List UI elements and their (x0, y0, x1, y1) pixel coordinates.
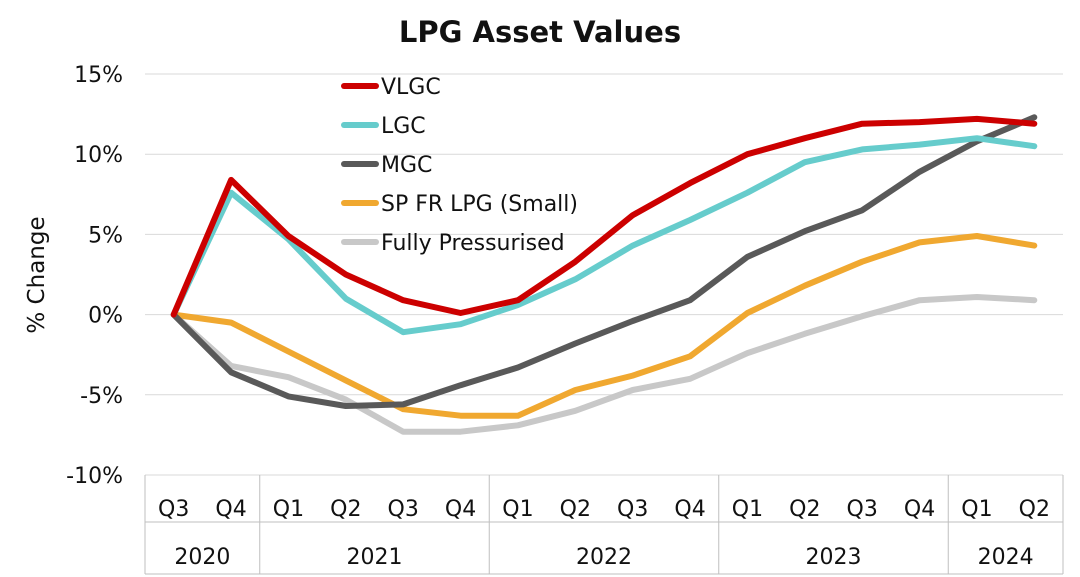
x-tick-label: Q3 (388, 497, 419, 522)
series-line-vlgc (170, 115, 1038, 318)
series-line-mgc (170, 114, 1038, 409)
x-tick-label: Q1 (273, 497, 304, 522)
x-group-label: 2023 (806, 545, 862, 570)
series-lines (170, 114, 1038, 435)
y-tick-label: 10% (74, 143, 123, 168)
x-tick-label: Q3 (847, 497, 878, 522)
legend-label-fully-pressurised: Fully Pressurised (381, 231, 565, 256)
y-tick-label: 5% (88, 223, 123, 248)
x-tick-label: Q4 (674, 497, 705, 522)
y-tick-label: 0% (88, 304, 123, 329)
legend-label-mgc: MGC (381, 153, 432, 178)
x-group-label: 2020 (174, 545, 230, 570)
chart-title: LPG Asset Values (399, 15, 681, 49)
x-tick-label: Q2 (1019, 497, 1050, 522)
x-tick-label: Q3 (617, 497, 648, 522)
series-line-sp-fr-lpg-small (170, 233, 1038, 419)
legend-label-lgc: LGC (381, 114, 426, 139)
x-group-label: 2022 (576, 545, 632, 570)
y-tick-label: -5% (80, 384, 123, 409)
x-tick-label: Q1 (502, 497, 533, 522)
x-tick-label: Q1 (732, 497, 763, 522)
x-tick-label: Q1 (961, 497, 992, 522)
legend-label-sp-fr-lpg-small: SP FR LPG (Small) (381, 192, 578, 217)
legend: VLGC LGC MGC SP FR LPG (Small) Fully Pressur… (341, 75, 578, 256)
x-tick-label: Q2 (330, 497, 361, 522)
x-tick-label: Q4 (445, 497, 476, 522)
y-axis-label: % Change (24, 216, 50, 333)
axes: -10% -5% 0% 5% 10% 15% Q3 Q4 Q1 Q2 Q3 Q4 Q1 Q2 Q3 Q4 Q1 Q… (66, 63, 1064, 575)
x-tick-label: Q2 (789, 497, 820, 522)
x-group-label: 2021 (347, 545, 403, 570)
y-tick-label: 15% (74, 63, 123, 88)
series-line-lgc (170, 135, 1038, 336)
x-tick-label: Q4 (215, 497, 246, 522)
y-tick-label: -10% (66, 464, 123, 489)
x-group-label: 2024 (978, 545, 1034, 570)
x-tick-label: Q2 (560, 497, 591, 522)
series-line-fully-pressurised (170, 294, 1038, 435)
legend-label-vlgc: VLGC (381, 75, 441, 100)
x-tick-label: Q4 (904, 497, 935, 522)
x-tick-label: Q3 (158, 497, 189, 522)
gridlines (145, 73, 1063, 476)
